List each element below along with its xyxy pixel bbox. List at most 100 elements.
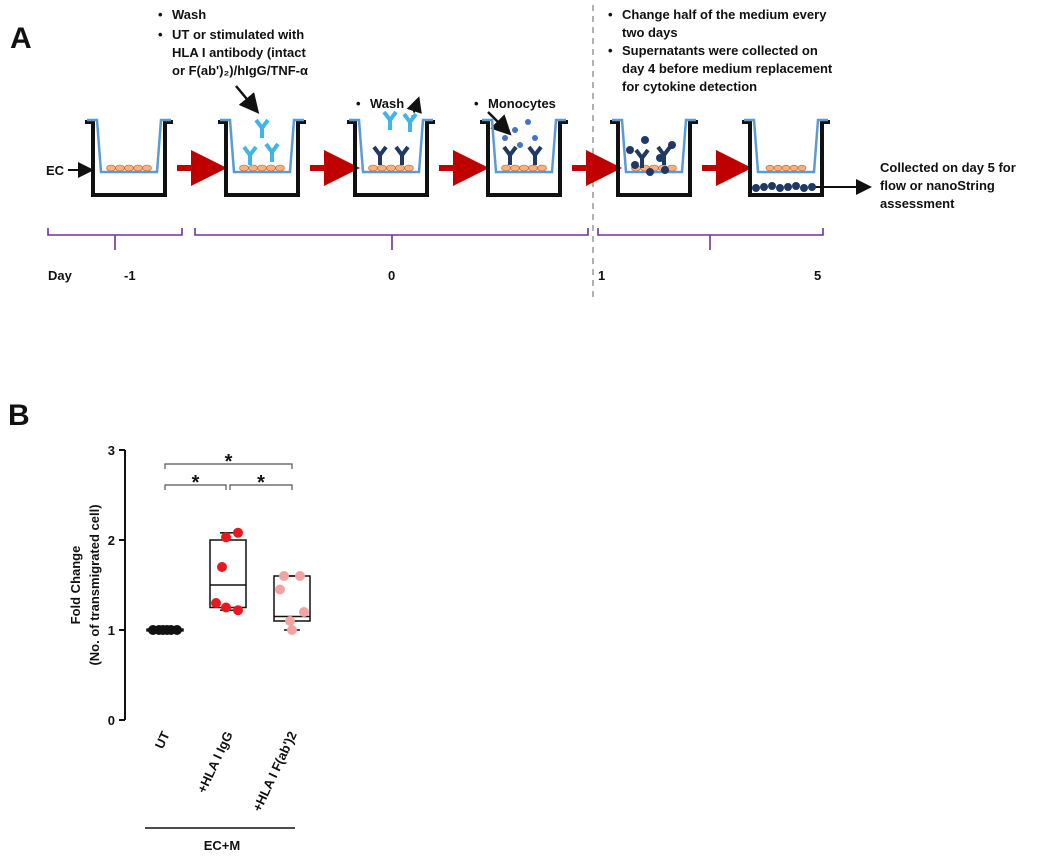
- significance-bracket: [164, 484, 227, 490]
- insert: [482, 118, 566, 174]
- x-tick-label: UT: [152, 729, 173, 751]
- bracket: [597, 228, 824, 250]
- note: HLA I antibody (intact: [172, 45, 307, 60]
- insert: [612, 118, 696, 174]
- monocyte: [760, 183, 768, 191]
- data-point: [275, 584, 285, 595]
- data-point: [295, 571, 305, 581]
- monocyte: [517, 142, 523, 148]
- monocyte: [768, 182, 776, 190]
- cell: [501, 164, 511, 172]
- monocyte: [502, 135, 508, 141]
- well-outer: [347, 120, 435, 197]
- antibody: [402, 112, 418, 132]
- significance-star: *: [257, 472, 265, 494]
- data-point: [299, 607, 309, 617]
- cell: [404, 164, 414, 172]
- cell: [115, 164, 125, 172]
- day-label: Day: [48, 268, 73, 283]
- monocyte: [808, 183, 816, 191]
- data-point: [221, 532, 231, 543]
- insert: [220, 118, 304, 174]
- note: assessment: [880, 196, 955, 211]
- well-outer: [218, 120, 306, 197]
- note: flow or nanoString: [880, 178, 995, 193]
- cell: [519, 164, 529, 172]
- bracket: [47, 228, 183, 250]
- antibody: [372, 145, 388, 165]
- insert: [87, 118, 171, 174]
- insert: [744, 118, 828, 174]
- cell: [368, 164, 378, 172]
- note: Change half of the medium every: [622, 7, 827, 22]
- note: for cytokine detection: [622, 79, 757, 94]
- insert: [349, 118, 433, 174]
- cell: [239, 164, 249, 172]
- day: 0: [388, 268, 395, 283]
- significance-bracket: [229, 484, 293, 490]
- bracket: [194, 228, 589, 250]
- antibody: [264, 142, 280, 162]
- antibody: [242, 145, 258, 165]
- monocyte: [792, 182, 800, 190]
- cell: [510, 164, 520, 172]
- data-point: [279, 571, 289, 581]
- monocyte: [646, 168, 654, 176]
- panel-label: B: [8, 399, 30, 432]
- cell: [386, 164, 396, 172]
- x-tick-label: +HLA I F(ab')2: [249, 729, 299, 814]
- note: or F(ab')₂)/hIgG/TNF-α: [172, 63, 308, 78]
- data-point: [233, 605, 243, 616]
- data-point: [233, 527, 243, 538]
- arrow: [487, 111, 512, 136]
- antibody: [656, 145, 672, 165]
- antibody: [254, 118, 270, 138]
- bullet: •: [608, 43, 613, 58]
- panel-label: A: [10, 22, 32, 55]
- well-outer: [610, 120, 698, 197]
- cell: [537, 164, 547, 172]
- note: Collected on day 5 for: [880, 160, 1016, 175]
- significance-bracket: [164, 463, 293, 469]
- day: 1: [598, 268, 605, 283]
- data-point: [217, 562, 227, 572]
- cell: [142, 164, 152, 172]
- y-tick-label: 2: [108, 533, 115, 548]
- cell: [781, 164, 791, 172]
- cell: [765, 164, 775, 172]
- monocyte: [776, 184, 784, 192]
- data-point: [211, 598, 221, 608]
- data-point: [285, 616, 295, 626]
- y-axis-label: (No. of transmigrated cell): [87, 504, 102, 665]
- note: Wash: [370, 96, 404, 111]
- monocyte: [784, 183, 792, 191]
- antibody: [502, 145, 518, 165]
- monocyte: [525, 119, 531, 125]
- cell: [248, 164, 258, 172]
- note: two days: [622, 25, 678, 40]
- note: day 4 before medium replacement: [622, 61, 833, 76]
- group-label: EC+M: [204, 838, 240, 853]
- monocyte: [512, 127, 518, 133]
- monocyte: [631, 161, 639, 169]
- panel-a: A • Wash • UT or stimulated with HLA I a…: [10, 5, 1016, 300]
- data-point: [287, 625, 297, 635]
- cell: [789, 164, 799, 172]
- antibody: [394, 145, 410, 165]
- y-tick-label: 1: [108, 623, 115, 638]
- panel-b: B 0 1 2 3 Fold Change (No. of transmigrated c…: [8, 399, 311, 853]
- cell: [528, 164, 538, 172]
- x-tick-label: +HLA I IgG: [194, 729, 236, 795]
- monocyte: [752, 184, 760, 192]
- well-outer: [85, 120, 173, 197]
- antibody: [382, 110, 398, 130]
- note: Wash: [172, 7, 206, 22]
- bullet: •: [158, 27, 163, 42]
- note: Supernatants were collected on: [622, 43, 818, 58]
- cell: [257, 164, 267, 172]
- monocyte: [532, 135, 538, 141]
- note: UT or stimulated with: [172, 27, 304, 42]
- antibody: [527, 145, 543, 165]
- monocyte: [641, 136, 649, 144]
